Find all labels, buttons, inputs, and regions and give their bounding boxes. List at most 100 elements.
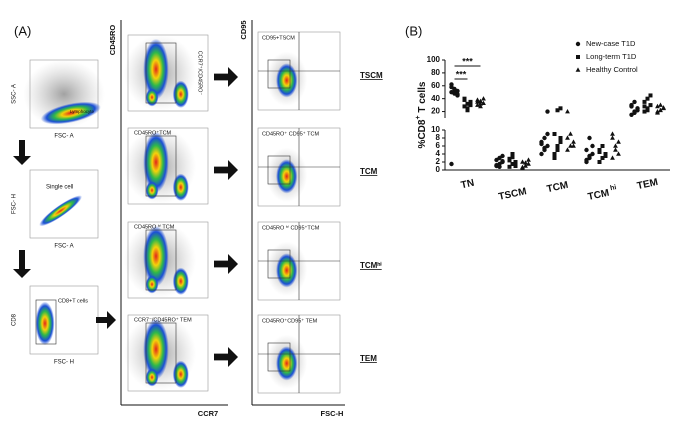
- arrow: [214, 160, 238, 180]
- data-point: [507, 158, 512, 163]
- data-point: [478, 98, 483, 104]
- data-point: [542, 135, 547, 141]
- y-axis-label: %CD8+ T cells: [415, 81, 427, 148]
- label: CD95+TSCM: [262, 35, 295, 41]
- data-point: [455, 91, 460, 97]
- label: Lymphocyte: [70, 109, 95, 114]
- data-point: [645, 96, 650, 101]
- y-tick-label: 0: [436, 165, 441, 174]
- label-part: TSCM: [498, 186, 528, 203]
- data-point: [478, 101, 483, 106]
- y-tick-label: 40: [431, 94, 440, 103]
- label: CD45RO⁺CD95⁺ TEM: [262, 317, 318, 324]
- arrow: [214, 254, 238, 274]
- arrow: [13, 140, 31, 165]
- label: CD45RO: [108, 25, 117, 56]
- arrow-shape: [214, 160, 238, 180]
- arrow: [214, 347, 238, 367]
- label: CCR7⁺/CD45RO⁻: [197, 51, 204, 96]
- data-point: [558, 136, 563, 140]
- label-part: TCM: [546, 180, 569, 195]
- cell-density: [143, 38, 169, 100]
- data-point: [613, 143, 618, 148]
- data-point: [655, 108, 660, 114]
- data-point: [661, 105, 666, 110]
- data-point: [520, 159, 525, 164]
- data-point: [510, 162, 515, 166]
- gate: [267, 249, 291, 279]
- cell-density: [143, 225, 169, 287]
- data-point: [597, 150, 602, 154]
- subset-label: TEM: [360, 354, 377, 363]
- data-point: [462, 96, 467, 101]
- data-point: [610, 135, 615, 140]
- arrow-shape: [96, 311, 116, 329]
- label: CCR7: [198, 409, 218, 418]
- y-tick-label: 4: [436, 149, 441, 158]
- data-point: [526, 161, 531, 166]
- data-point: [539, 151, 544, 157]
- data-point: [552, 132, 557, 136]
- data-point: [478, 103, 483, 109]
- y-tick-label: 2: [436, 157, 441, 166]
- label: CD45RO⁺TCM: [134, 129, 172, 136]
- x-tick-label: TCMhi: [586, 184, 618, 202]
- data-point: [565, 147, 570, 152]
- data-point: [542, 145, 547, 151]
- data-point: [568, 131, 573, 136]
- legend-marker: [575, 41, 581, 47]
- data-point: [629, 104, 634, 109]
- legend-label: Healthy Control: [586, 65, 638, 74]
- cell-density: [276, 159, 298, 194]
- data-point: [645, 108, 650, 113]
- data-point: [462, 104, 467, 109]
- arrow: [13, 250, 31, 278]
- x-tick-label: TN: [460, 177, 475, 191]
- label: CD45RO⁺ CD95⁺ TCM: [262, 130, 319, 137]
- data-point: [452, 87, 457, 92]
- cell-density: [145, 88, 159, 107]
- cell-density: [145, 275, 159, 294]
- gate: [145, 322, 177, 384]
- subset-label: TSCM: [360, 71, 383, 80]
- data-point: [523, 163, 528, 168]
- data-point: [520, 164, 525, 169]
- data-point: [558, 106, 563, 111]
- label: FSC- A: [54, 134, 73, 140]
- legend-label: Long-term T1D: [586, 52, 637, 61]
- legend-label: New-case T1D: [586, 39, 636, 48]
- cell-density: [143, 318, 169, 380]
- label: FSC-H: [321, 409, 344, 418]
- gate: [145, 42, 177, 104]
- arrow-shape: [214, 254, 238, 274]
- data-point: [616, 151, 621, 156]
- data-point: [597, 160, 602, 164]
- label: CD95: [239, 20, 248, 39]
- cell-density: [39, 195, 82, 227]
- y-tick-label: 80: [431, 68, 440, 77]
- data-point: [610, 155, 615, 160]
- data-point: [555, 144, 560, 148]
- data-point: [603, 154, 608, 158]
- panel-a: (A) SSC- A FSC- A Lymphocyte FSC- H Single ce…: [12, 20, 383, 418]
- data-point: [468, 101, 473, 106]
- data-point: [510, 155, 515, 160]
- data-point: [555, 148, 560, 152]
- data-point: [558, 140, 563, 144]
- data-point: [481, 96, 486, 101]
- x-tick-label: TEM: [636, 177, 659, 192]
- gate: [35, 299, 57, 345]
- data-point: [500, 159, 505, 164]
- label: CD8: [12, 313, 18, 326]
- label: CD8+T cells: [58, 298, 88, 304]
- data-point: [632, 99, 637, 105]
- data-point: [642, 109, 647, 114]
- data-point: [571, 143, 576, 148]
- arrow-shape: [214, 347, 238, 367]
- data-point: [539, 141, 544, 147]
- data-point: [449, 82, 454, 87]
- cell-density: [40, 101, 101, 125]
- cell-density: [276, 346, 298, 381]
- data-point: [584, 157, 589, 163]
- arrow: [214, 67, 238, 87]
